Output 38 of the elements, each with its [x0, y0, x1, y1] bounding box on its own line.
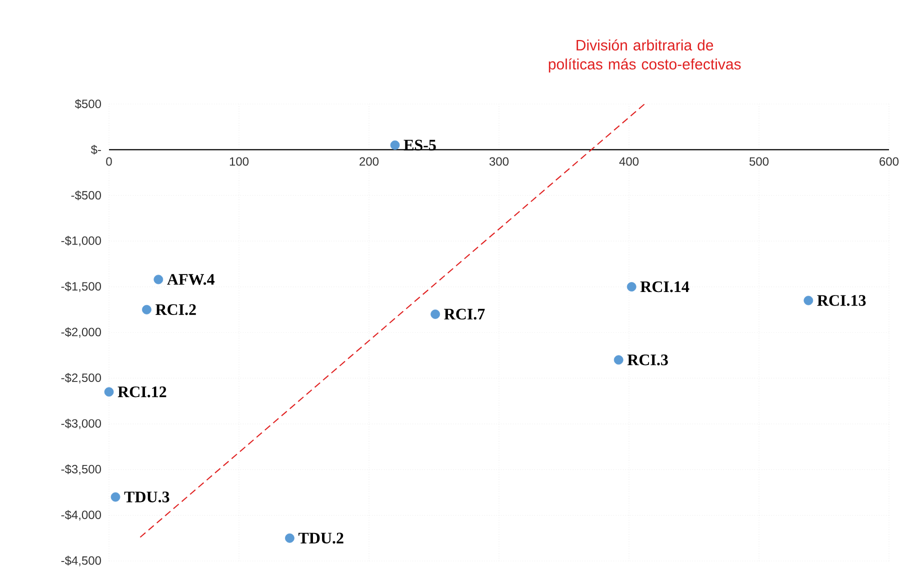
x-tick-label: 300 — [489, 157, 509, 166]
text: División arbitraria de políticas más costo-efectivas — [548, 39, 741, 72]
x-tick-label: 600 — [880, 157, 899, 166]
y-tick-label: -$3,500 — [61, 464, 102, 475]
y-tick-label: $- — [90, 144, 101, 155]
y-tick-label: -$3,000 — [61, 418, 102, 430]
point — [285, 533, 294, 543]
y-tick-label: -$2,000 — [61, 327, 102, 338]
point — [804, 296, 814, 306]
x-tick-label: 500 — [749, 157, 769, 166]
point — [626, 282, 636, 292]
y-tick-label: -$500 — [71, 190, 102, 200]
annotation: RCI.12 — [118, 386, 166, 398]
point — [104, 387, 114, 397]
annotation: RCI.13 — [817, 295, 866, 306]
point — [142, 304, 152, 314]
annotation: TDU.3 — [124, 492, 170, 502]
y-tick-label: -$1,500 — [61, 282, 102, 292]
annotation: AFW.4 — [167, 274, 214, 285]
x-tick-label: 200 — [360, 157, 379, 166]
y-tick-label: -$4,000 — [61, 510, 102, 521]
y-tick-label: $500 — [74, 99, 102, 109]
x-tick-label: 100 — [230, 157, 249, 166]
annotation: RCI.14 — [640, 281, 690, 292]
x-tick-label: 400 — [619, 157, 639, 166]
annotation: RCI.2 — [156, 304, 196, 316]
annotation: RCI.7 — [444, 308, 485, 320]
annotation: TDU.2 — [298, 532, 344, 544]
point — [614, 355, 624, 365]
y-tick-label: -$1,000 — [61, 236, 102, 246]
point — [430, 310, 440, 319]
annotation: RCI.3 — [627, 354, 668, 366]
x-tick-label: 0 — [106, 157, 112, 166]
point — [390, 140, 400, 150]
y-tick-label: -$4,500 — [61, 556, 102, 566]
y-tick-label: -$2,500 — [61, 372, 102, 384]
point — [154, 274, 164, 284]
point — [110, 492, 120, 502]
